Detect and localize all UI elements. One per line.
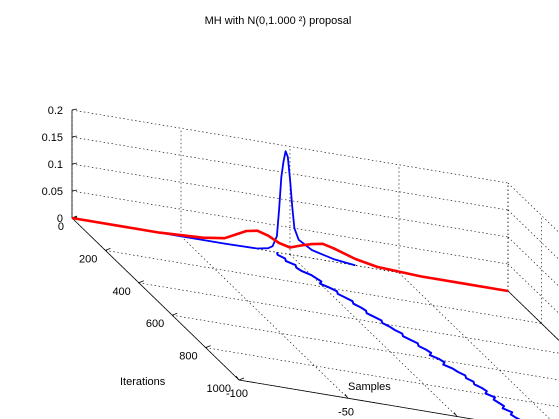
floor-grid-line-x [398, 272, 551, 419]
y-tick-mark [138, 280, 144, 284]
floor-grid-line-x [289, 254, 458, 417]
y-tick-label: 200 [79, 253, 97, 265]
z-tick-label: 0.2 [48, 105, 63, 117]
floor-grid-line-y [105, 250, 542, 324]
tick-labels: 00.050.10.150.202004006008001000-100-500… [42, 105, 354, 418]
side-wall-grid-line-z [507, 263, 559, 314]
floor-grid-line-x [180, 236, 349, 399]
y-axis-line [71, 217, 240, 381]
x-tick-mark [344, 394, 349, 399]
y-tick-label: 400 [112, 286, 130, 298]
right-floor-edge [507, 290, 559, 342]
side-wall-grid-line-z [507, 209, 559, 260]
back-wall-grid-line-z [71, 190, 509, 265]
z-tick-mark [71, 162, 78, 165]
floor-grid-line-y [172, 314, 559, 381]
back-wall-grid-line-z [71, 163, 509, 238]
z-tick-label: 0 [57, 213, 63, 225]
floor-grid-line-y [205, 347, 559, 408]
target-density-line [71, 216, 509, 293]
y-tick-label: 800 [179, 351, 197, 363]
x-tick-mark [453, 412, 458, 417]
z-tick-mark [71, 189, 78, 192]
chart-title: MH with N(0,1.000 ²) proposal [205, 15, 352, 27]
side-wall-grid-line-z [507, 236, 559, 287]
x-tick-label: -50 [338, 406, 354, 418]
z-tick-label: 0.1 [48, 159, 63, 171]
floor-grid-line-y [138, 282, 559, 354]
x-tick-mark [235, 375, 240, 381]
y-tick-mark [105, 248, 111, 251]
x-axis-label: Samples [348, 381, 391, 393]
z-tick-mark [71, 108, 78, 111]
x-tick-label: -100 [226, 388, 248, 400]
z-tick-mark [71, 135, 78, 138]
side-wall-grid-line-z [507, 290, 559, 341]
y-tick-mark [238, 377, 245, 381]
sample-trace-line [275, 252, 521, 419]
axes [71, 108, 559, 419]
y-tick-mark [172, 312, 178, 316]
z-tick-label: 0.05 [42, 186, 63, 198]
floor-grid-line-x [507, 290, 559, 341]
grid [71, 109, 559, 419]
back-wall-grid-line-z [71, 109, 509, 184]
y-tick-label: 1000 [207, 383, 231, 395]
y-axis-label: Iterations [120, 376, 166, 388]
y-tick-label: 0 [58, 221, 64, 233]
side-wall-grid-line-z [507, 182, 559, 233]
y-tick-label: 600 [146, 318, 164, 330]
y-tick-mark [205, 345, 211, 348]
sample-histogram-line [71, 150, 356, 267]
z-tick-label: 0.15 [42, 132, 63, 144]
plot-area [71, 150, 521, 419]
